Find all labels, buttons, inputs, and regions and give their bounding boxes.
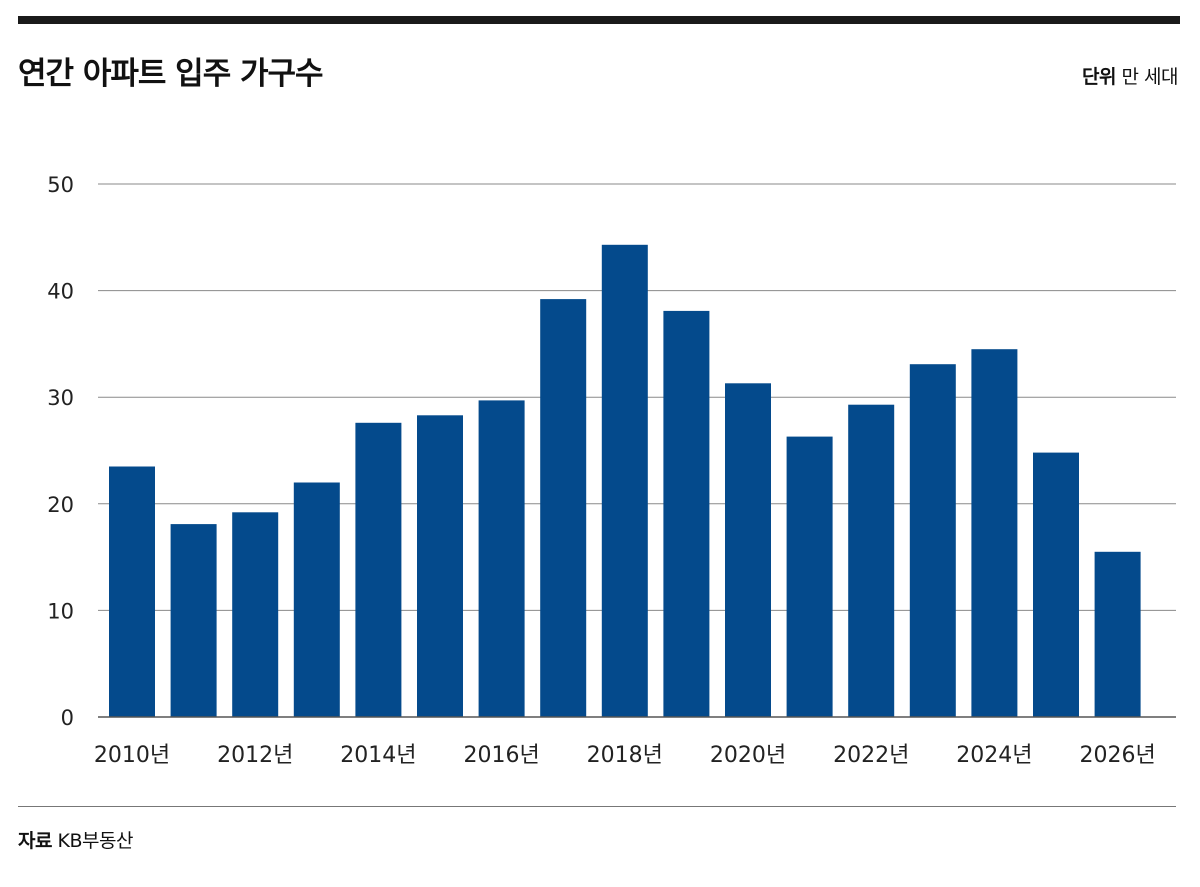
source-value: KB부동산	[57, 830, 134, 852]
bar-2014년	[355, 422, 402, 717]
x-tick-label: 2024년	[956, 743, 1032, 768]
bars	[109, 244, 1141, 718]
x-tick-label: 2010년	[94, 743, 170, 768]
x-tick-label: 2022년	[833, 743, 909, 768]
x-tick-label: 2012년	[217, 743, 293, 768]
source-label: 자료	[18, 830, 52, 852]
bar-2021년	[786, 436, 833, 717]
y-tick-label: 0	[61, 706, 74, 730]
x-tick-label: 2016년	[463, 743, 539, 768]
y-tick-label: 40	[47, 280, 74, 304]
top-rule	[18, 16, 1180, 24]
y-tick-label: 50	[47, 173, 74, 197]
bar-2015년	[417, 415, 463, 717]
x-tick-label: 2020년	[710, 743, 786, 768]
unit-note: 단위 만 세대	[1082, 62, 1179, 89]
y-tick-label: 20	[47, 493, 74, 517]
bar-2019년	[663, 310, 710, 717]
y-tick-label: 30	[47, 386, 74, 410]
chart-title: 연간 아파트 입주 가구수	[18, 56, 324, 92]
x-axis-ticks: 2010년 2012년 2014년 2016년 2018년 2020년 2022년 2024년…	[94, 743, 1156, 768]
bottom-rule	[18, 806, 1176, 807]
bar-chart: 0 10 20 30 40 50 2010년 2012년 2014년 2016년 2018년 202…	[47, 173, 1176, 768]
unit-label: 단위	[1082, 66, 1116, 88]
bar-2016년	[478, 400, 525, 717]
y-tick-label: 10	[47, 599, 74, 623]
y-axis-ticks: 0 10 20 30 40 50	[47, 173, 74, 730]
bar-2012년	[232, 512, 279, 717]
source-note: 자료 KB부동산	[18, 826, 133, 853]
bar-2025년	[1033, 452, 1079, 717]
bar-2011년	[170, 524, 217, 717]
bar-2018년	[601, 244, 648, 718]
bar-2017년	[540, 299, 587, 717]
bar-2026년	[1094, 551, 1141, 717]
bar-2020년	[725, 383, 771, 717]
bar-2024년	[971, 349, 1018, 717]
unit-value: 만 세대	[1121, 66, 1179, 88]
bar-2022년	[848, 404, 895, 717]
bar-2010년	[109, 466, 155, 717]
bar-2023년	[909, 364, 956, 717]
x-tick-label: 2018년	[587, 743, 663, 768]
bar-2013년	[293, 482, 340, 717]
x-tick-label: 2014년	[340, 743, 416, 768]
x-tick-label: 2026년	[1079, 743, 1155, 768]
